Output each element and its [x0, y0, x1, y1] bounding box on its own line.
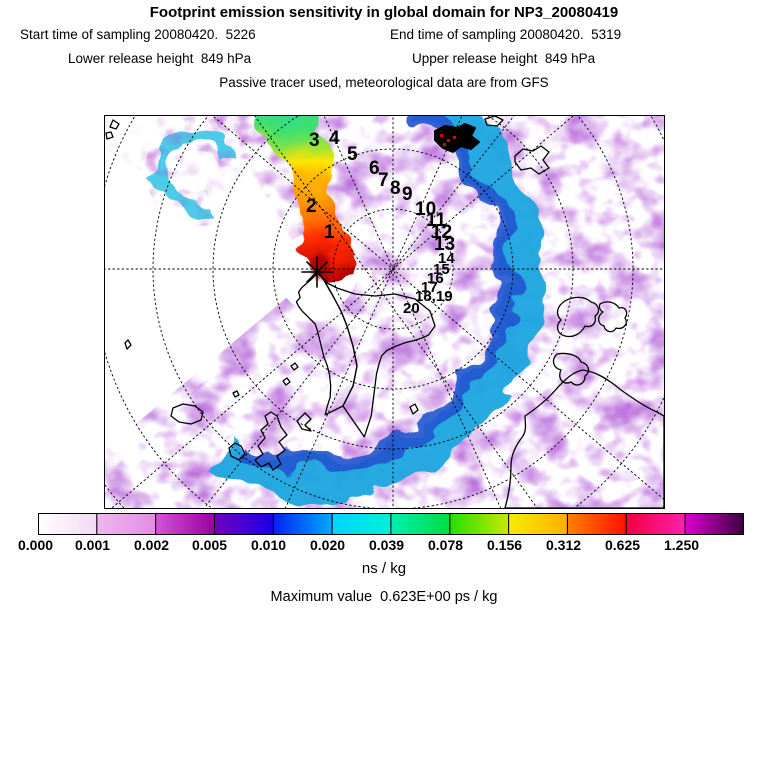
svg-text:3: 3: [309, 130, 320, 151]
svg-text:18,19: 18,19: [415, 288, 453, 305]
svg-text:5: 5: [347, 144, 358, 165]
svg-text:4: 4: [329, 128, 340, 149]
svg-text:20: 20: [403, 300, 420, 317]
svg-text:2: 2: [306, 196, 317, 217]
svg-text:8: 8: [390, 178, 401, 199]
svg-text:7: 7: [378, 170, 389, 191]
svg-text:9: 9: [402, 184, 413, 205]
svg-text:1: 1: [324, 222, 335, 243]
